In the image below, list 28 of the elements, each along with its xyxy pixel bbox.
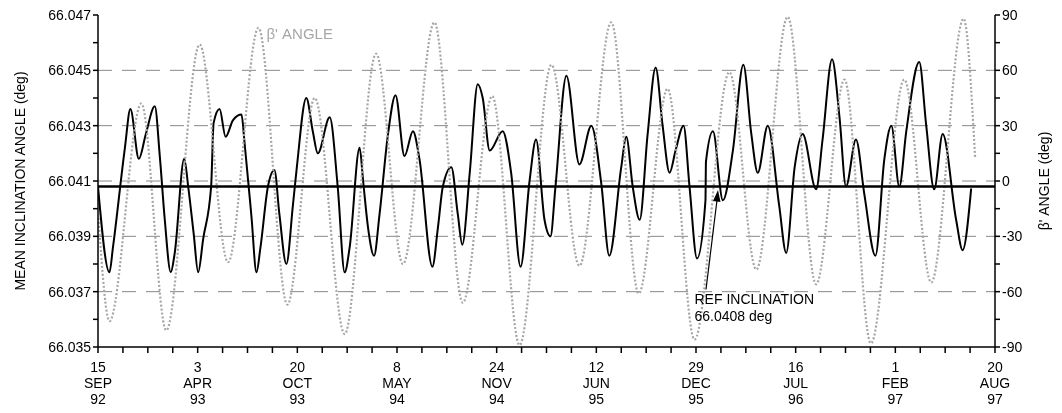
- y2-tick-label: 90: [1002, 6, 1018, 23]
- y-tick-label: 66.043: [48, 117, 92, 134]
- y2-tick-label: 60: [1002, 62, 1018, 79]
- y-tick-label: 66.037: [48, 283, 92, 300]
- x-tick-label: 12 JUN 95: [582, 358, 610, 407]
- x-tick-label: 20 AUG 97: [979, 358, 1011, 407]
- x-tick-label: 29 DEC 95: [681, 358, 711, 407]
- y-tick-label: 66.035: [48, 338, 92, 355]
- x-tick-label: 20 OCT 93: [282, 358, 313, 407]
- ref-line-label: REF INCLINATION 66.0408 deg: [694, 291, 815, 325]
- y-tick-label: 66.039: [48, 228, 92, 245]
- x-tick-label: 8 MAY 94: [382, 358, 413, 407]
- y-tick-label: 66.047: [48, 6, 92, 23]
- y2-tick-label: -90: [1002, 338, 1023, 355]
- y2-tick-label: 30: [1002, 117, 1018, 134]
- x-tick-label: 1 FEB 97: [881, 358, 909, 407]
- y2-axis-title: β' ANGLE (deg): [1036, 131, 1052, 231]
- y2-tick-label: -30: [1002, 228, 1023, 245]
- y-axis-title: MEAN INCLINATION ANGLE (deg): [12, 71, 28, 291]
- x-tick-label: 15 SEP 92: [83, 358, 113, 407]
- series-label: β' ANGLE: [266, 24, 333, 42]
- y2-tick-label: -60: [1002, 283, 1023, 300]
- y2-tick-label: 0: [1002, 172, 1010, 189]
- x-tick-label: 16 JUL 96: [783, 358, 809, 407]
- y-tick-label: 66.041: [48, 172, 92, 189]
- x-tick-label: 3 APR 93: [183, 358, 213, 407]
- x-tick-label: 24 NOV 94: [481, 358, 513, 407]
- y-tick-label: 66.045: [48, 62, 92, 79]
